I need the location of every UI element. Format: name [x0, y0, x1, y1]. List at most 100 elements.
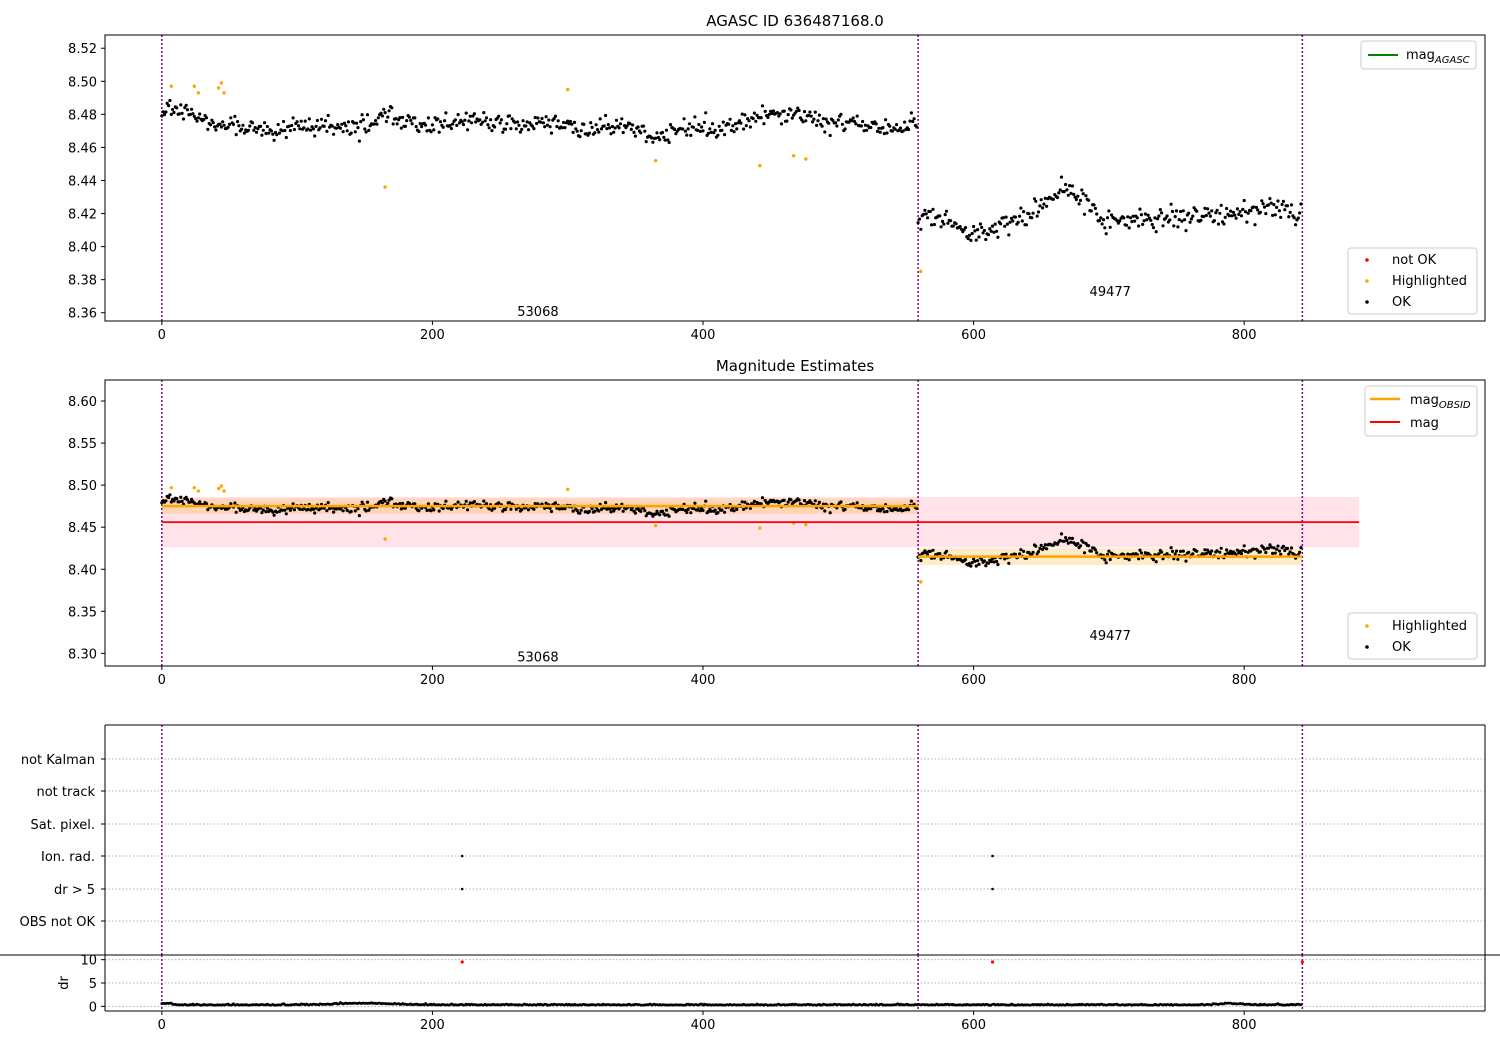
- ok-point: [241, 123, 245, 127]
- ok-point: [503, 507, 508, 512]
- ok-point: [490, 129, 494, 133]
- ok-point: [1093, 548, 1097, 552]
- ok-point: [633, 511, 638, 515]
- ok-point: [1275, 547, 1279, 551]
- ok-point: [1027, 212, 1031, 216]
- ok-point: [291, 502, 295, 506]
- ok-point: [681, 507, 685, 511]
- ok-point: [1058, 188, 1062, 192]
- ok-point: [374, 119, 378, 123]
- ok-point: [1003, 557, 1007, 561]
- y-tick-label: 8.60: [68, 395, 97, 410]
- ok-point: [698, 129, 702, 133]
- ok-point: [574, 127, 578, 131]
- ok-point: [306, 507, 310, 511]
- ok-point: [939, 557, 943, 561]
- x-tick-label: 400: [691, 1018, 716, 1033]
- ok-point: [1239, 552, 1244, 556]
- ok-point: [1191, 552, 1195, 556]
- top-axes-frame: [104, 34, 1486, 322]
- ok-point: [1045, 547, 1049, 551]
- ok-point: [1252, 547, 1256, 551]
- dr-outlier-point: [460, 960, 464, 964]
- ok-point: [658, 513, 662, 517]
- ok-point: [365, 500, 370, 504]
- ok-point: [1203, 548, 1207, 552]
- ok-point: [928, 209, 932, 214]
- y-tick-label: 8.40: [68, 241, 97, 256]
- ok-point: [1219, 546, 1223, 550]
- ok-point: [356, 126, 360, 130]
- ok-point: [743, 113, 747, 117]
- ok-point: [1222, 222, 1226, 226]
- ok-point: [1218, 211, 1222, 215]
- flag-category-label: dr > 5: [54, 883, 95, 898]
- top-legend-mag-agasc: magAGASC: [1360, 40, 1477, 70]
- ok-legend-marker: [1365, 645, 1369, 649]
- ok-point: [664, 508, 669, 512]
- ok-point: [1273, 551, 1277, 555]
- ok-point: [441, 125, 445, 129]
- ok-point: [340, 122, 344, 126]
- ok-point: [566, 119, 570, 123]
- ok-point: [530, 124, 535, 128]
- ok-point: [1041, 206, 1045, 210]
- ok-point: [885, 131, 889, 135]
- ok-point: [198, 112, 202, 116]
- ok-point: [1158, 208, 1162, 212]
- ok-point: [1038, 546, 1042, 551]
- ok-point: [1019, 206, 1023, 210]
- x-tick-label: 200: [420, 1018, 445, 1033]
- ok-point: [1280, 202, 1284, 207]
- ok-point: [448, 123, 452, 128]
- ok-point: [179, 495, 183, 499]
- ok-point: [785, 119, 789, 123]
- ok-point: [689, 511, 693, 515]
- ok-point: [912, 117, 916, 121]
- ok-point: [520, 508, 524, 512]
- ok-point: [704, 111, 708, 115]
- ok-point: [533, 502, 537, 506]
- ok-point: [234, 133, 238, 137]
- highlighted-point: [653, 523, 658, 528]
- flag-point: [460, 887, 464, 891]
- ok-point: [1087, 198, 1091, 202]
- ok-point: [604, 501, 608, 505]
- ok-point: [345, 129, 349, 133]
- ok-point: [1133, 219, 1137, 223]
- ok-point: [206, 508, 210, 512]
- ok-point: [432, 508, 436, 512]
- ok-point: [507, 114, 512, 118]
- y-tick-label: 8.46: [68, 141, 97, 156]
- ok-point: [438, 120, 443, 124]
- dr-axis-label: dr: [57, 976, 72, 990]
- flag-category-label: Sat. pixel.: [31, 818, 95, 833]
- ok-point: [946, 221, 950, 225]
- ok-point: [1179, 209, 1183, 214]
- ok-point: [1022, 549, 1026, 554]
- ok-point: [650, 136, 654, 140]
- ok-point: [1101, 218, 1106, 222]
- ok-point: [271, 510, 275, 514]
- x-tick-label: 800: [1232, 1018, 1257, 1033]
- ok-point: [686, 127, 690, 131]
- ok-point: [536, 116, 540, 120]
- ok-point: [1043, 196, 1047, 200]
- ok-point: [808, 110, 812, 114]
- ok-point: [276, 122, 280, 127]
- ok-point: [307, 117, 311, 121]
- ok-point: [1032, 197, 1037, 201]
- ok-point: [1207, 211, 1211, 215]
- ok-point: [827, 121, 831, 125]
- ok-point: [894, 123, 899, 127]
- ok-point: [474, 120, 478, 124]
- ok-point: [930, 223, 934, 227]
- ok-point: [1105, 216, 1110, 220]
- ok-point: [589, 121, 593, 125]
- ok-point: [288, 129, 292, 133]
- ok-point: [280, 129, 284, 133]
- highlighted-point: [804, 522, 808, 527]
- ok-point: [865, 508, 869, 512]
- ok-point: [352, 121, 356, 125]
- highlighted-point: [216, 86, 221, 90]
